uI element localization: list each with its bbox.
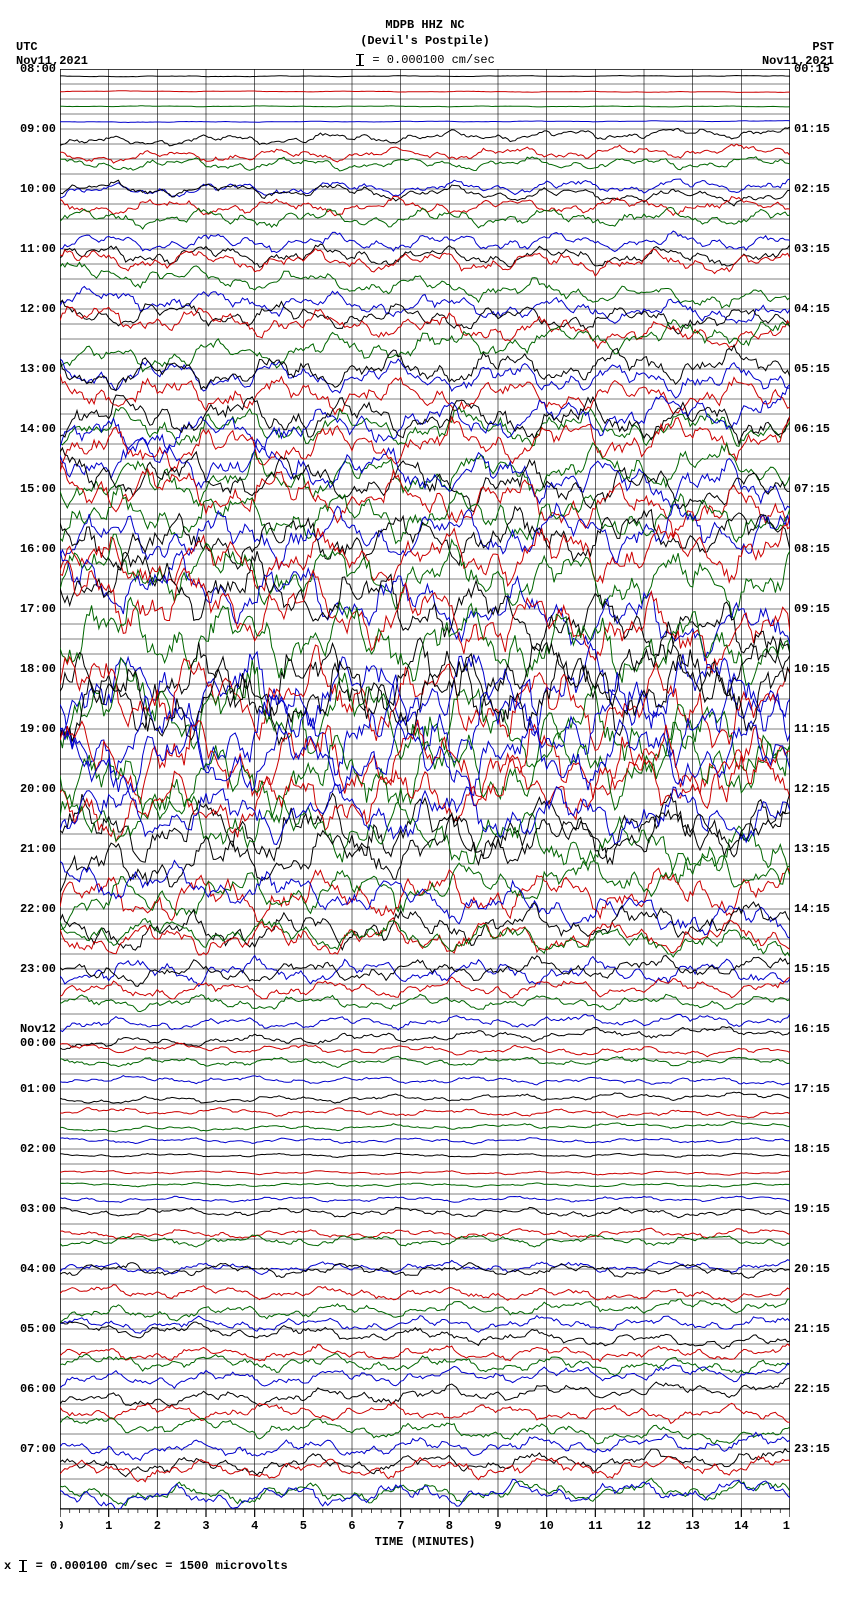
utc-hour-label: 01:00 <box>20 1082 56 1096</box>
utc-hour-label: 06:00 <box>20 1382 56 1396</box>
svg-text:10: 10 <box>539 1519 553 1533</box>
pst-hour-label: 11:15 <box>794 722 830 736</box>
pst-hour-label: 09:15 <box>794 602 830 616</box>
pst-hour-label: 15:15 <box>794 962 830 976</box>
utc-hour-label: 07:00 <box>20 1442 56 1456</box>
x-axis: 0123456789101112131415TIME (MINUTES) <box>60 1509 790 1549</box>
svg-text:TIME (MINUTES): TIME (MINUTES) <box>375 1535 476 1549</box>
pst-hour-label: 16:15 <box>794 1022 830 1036</box>
pst-hour-label: 18:15 <box>794 1142 830 1156</box>
svg-text:1: 1 <box>105 1519 112 1533</box>
utc-hour-label: 20:00 <box>20 782 56 796</box>
utc-hour-label: 12:00 <box>20 302 56 316</box>
pst-hour-label: 02:15 <box>794 182 830 196</box>
pst-hour-label: 03:15 <box>794 242 830 256</box>
svg-text:6: 6 <box>348 1519 355 1533</box>
pst-hour-label: 21:15 <box>794 1322 830 1336</box>
svg-text:14: 14 <box>734 1519 748 1533</box>
utc-hour-label: 22:00 <box>20 902 56 916</box>
pst-hour-label: 12:15 <box>794 782 830 796</box>
pst-hour-label: 07:15 <box>794 482 830 496</box>
pst-hour-label: 23:15 <box>794 1442 830 1456</box>
utc-hour-label: 11:00 <box>20 242 56 256</box>
utc-hour-label: 15:00 <box>20 482 56 496</box>
tz-left-label: UTC <box>16 40 38 54</box>
svg-text:0: 0 <box>60 1519 64 1533</box>
pst-hour-label: 00:15 <box>794 62 830 76</box>
svg-text:11: 11 <box>588 1519 602 1533</box>
pst-hour-label: 13:15 <box>794 842 830 856</box>
footer-scale-bar-icon <box>22 1560 24 1572</box>
utc-hour-label: 17:00 <box>20 602 56 616</box>
utc-hour-label: 21:00 <box>20 842 56 856</box>
utc-hour-label: 19:00 <box>20 722 56 736</box>
svg-text:7: 7 <box>397 1519 404 1533</box>
pst-hour-label: 06:15 <box>794 422 830 436</box>
pst-hour-label: 17:15 <box>794 1082 830 1096</box>
svg-text:5: 5 <box>300 1519 307 1533</box>
svg-text:9: 9 <box>494 1519 501 1533</box>
pst-hour-label: 05:15 <box>794 362 830 376</box>
tz-right-label: PST <box>812 40 834 54</box>
chart-header: MDPB HHZ NC (Devil's Postpile) = 0.00010… <box>0 0 850 69</box>
svg-text:4: 4 <box>251 1519 258 1533</box>
pst-hour-label: 22:15 <box>794 1382 830 1396</box>
utc-hour-label: 16:00 <box>20 542 56 556</box>
scale-label: = 0.000100 cm/sec <box>372 53 494 67</box>
svg-text:12: 12 <box>637 1519 651 1533</box>
utc-hour-label: 14:00 <box>20 422 56 436</box>
footer-prefix: x <box>4 1559 11 1573</box>
utc-hour-label: 23:00 <box>20 962 56 976</box>
utc-hour-label: 03:00 <box>20 1202 56 1216</box>
pst-hour-label: 08:15 <box>794 542 830 556</box>
svg-text:3: 3 <box>202 1519 209 1533</box>
station-id: MDPB HHZ NC <box>0 18 850 34</box>
svg-text:8: 8 <box>446 1519 453 1533</box>
pst-hour-label: 01:15 <box>794 122 830 136</box>
footer: x = 0.000100 cm/sec = 1500 microvolts <box>0 1549 850 1583</box>
utc-hour-label: 10:00 <box>20 182 56 196</box>
svg-text:15: 15 <box>783 1519 790 1533</box>
pst-hour-label: 19:15 <box>794 1202 830 1216</box>
utc-hour-label: 04:00 <box>20 1262 56 1276</box>
pst-hour-label: 20:15 <box>794 1262 830 1276</box>
pst-hour-label: 10:15 <box>794 662 830 676</box>
helicorder-chart: 08:0009:0010:0011:0012:0013:0014:0015:00… <box>60 69 790 1509</box>
svg-text:13: 13 <box>685 1519 699 1533</box>
station-location: (Devil's Postpile) <box>0 34 850 50</box>
utc-hour-label: 13:00 <box>20 362 56 376</box>
svg-text:2: 2 <box>154 1519 161 1533</box>
utc-hour-label: 18:00 <box>20 662 56 676</box>
utc-hour-label: Nov1200:00 <box>20 1022 56 1050</box>
utc-hour-label: 09:00 <box>20 122 56 136</box>
scale-bar-icon <box>359 54 361 66</box>
pst-hour-label: 04:15 <box>794 302 830 316</box>
utc-hour-label: 05:00 <box>20 1322 56 1336</box>
utc-hour-label: 08:00 <box>20 62 56 76</box>
pst-hour-label: 14:15 <box>794 902 830 916</box>
footer-text: = 0.000100 cm/sec = 1500 microvolts <box>36 1559 288 1573</box>
utc-hour-label: 02:00 <box>20 1142 56 1156</box>
